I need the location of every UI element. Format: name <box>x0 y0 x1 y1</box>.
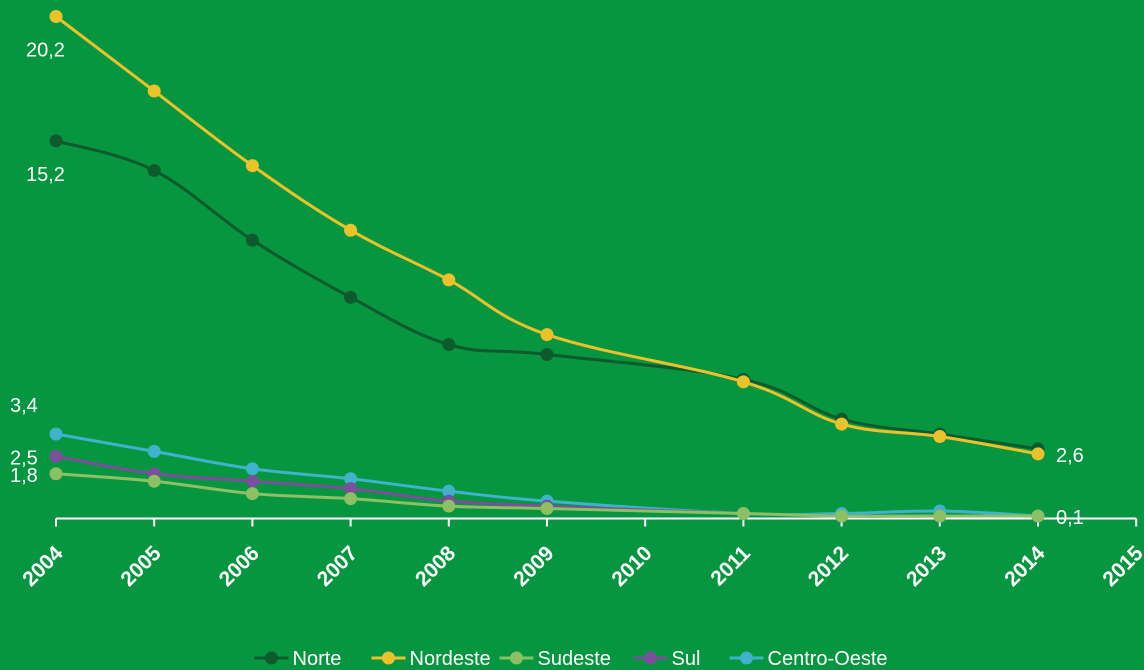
x-tick-label-2013: 2013 <box>902 542 951 591</box>
point-norte-2008 <box>442 338 456 352</box>
data-label-1: 15,2 <box>26 164 65 186</box>
point-centro-oeste-2005 <box>147 444 161 458</box>
point-sudeste-2004 <box>49 467 63 481</box>
data-label-3: 2,5 <box>10 447 38 469</box>
point-nordeste-2012 <box>835 417 849 431</box>
x-tick-label-2012: 2012 <box>804 542 853 591</box>
series-line-nordeste <box>55 15 1039 456</box>
x-tick-label-2005: 2005 <box>116 542 166 592</box>
point-nordeste-2007 <box>344 223 358 237</box>
point-norte-2006 <box>245 233 259 247</box>
point-nordeste-2014 <box>1031 447 1045 461</box>
point-centro-oeste-2008 <box>442 484 456 498</box>
legend-label-norte: Norte <box>293 648 342 670</box>
x-tick-label-2011: 2011 <box>706 542 755 591</box>
x-tick-label-2009: 2009 <box>509 542 558 591</box>
x-tick-label-2004: 2004 <box>18 542 68 592</box>
legend: Norte Nordeste Sudeste Sul Centro-Oeste <box>254 648 888 670</box>
point-sul-2004 <box>49 449 63 463</box>
point-nordeste-2013 <box>933 429 947 443</box>
x-tick-label-2007: 2007 <box>313 542 362 591</box>
legend-marker-nordeste <box>382 651 395 665</box>
point-sudeste-2005 <box>147 474 161 488</box>
data-label-6: 0,1 <box>1056 507 1084 529</box>
legend-marker-sudeste <box>510 651 523 665</box>
legend-label-centro-oeste: Centro-Oeste <box>768 648 888 670</box>
data-label-2: 3,4 <box>10 395 38 417</box>
x-tick-label-2010: 2010 <box>607 542 656 591</box>
point-nordeste-2006 <box>245 159 259 173</box>
data-label-4: 1,8 <box>10 465 38 487</box>
x-tick-label-2014: 2014 <box>1000 542 1050 592</box>
point-centro-oeste-2007 <box>344 472 358 486</box>
point-sudeste-2011 <box>736 507 750 521</box>
point-sul-2007 <box>344 482 358 496</box>
point-centro-oeste-2004 <box>49 427 63 441</box>
point-nordeste-2008 <box>442 273 456 287</box>
point-sul-2006 <box>245 474 259 488</box>
point-sudeste-2013 <box>933 509 947 523</box>
point-nordeste-2011 <box>736 375 750 389</box>
point-sudeste-2007 <box>344 492 358 506</box>
x-tick-label-2008: 2008 <box>411 542 461 592</box>
legend-label-nordeste: Nordeste <box>410 648 491 670</box>
legend-label-sul: Sul <box>672 648 701 670</box>
point-sudeste-2009 <box>540 502 554 516</box>
data-label-5: 2,6 <box>1056 445 1084 467</box>
series-line-centro-oeste <box>55 432 1039 518</box>
point-sudeste-2012 <box>835 509 849 523</box>
legend-marker-norte <box>265 651 278 665</box>
point-centro-oeste-2006 <box>245 462 259 476</box>
data-label-0: 20,2 <box>26 40 65 62</box>
point-sudeste-2008 <box>442 499 456 513</box>
point-norte-2009 <box>540 347 554 361</box>
point-nordeste-2004 <box>49 10 63 23</box>
x-tick-label-2006: 2006 <box>215 542 264 591</box>
point-norte-2005 <box>147 164 161 178</box>
legend-marker-centro-oeste <box>740 651 753 665</box>
x-tick-label-2015: 2015 <box>1098 542 1144 592</box>
point-nordeste-2005 <box>147 84 161 98</box>
legend-label-sudeste: Sudeste <box>538 648 611 670</box>
point-norte-2007 <box>344 290 358 304</box>
series-line-norte <box>55 139 1039 451</box>
point-sudeste-2014 <box>1031 509 1045 523</box>
point-sudeste-2006 <box>245 487 259 501</box>
point-norte-2004 <box>49 134 63 148</box>
series-line-sudeste <box>55 472 1038 518</box>
point-nordeste-2009 <box>540 328 554 342</box>
legend-marker-sul <box>644 651 657 665</box>
